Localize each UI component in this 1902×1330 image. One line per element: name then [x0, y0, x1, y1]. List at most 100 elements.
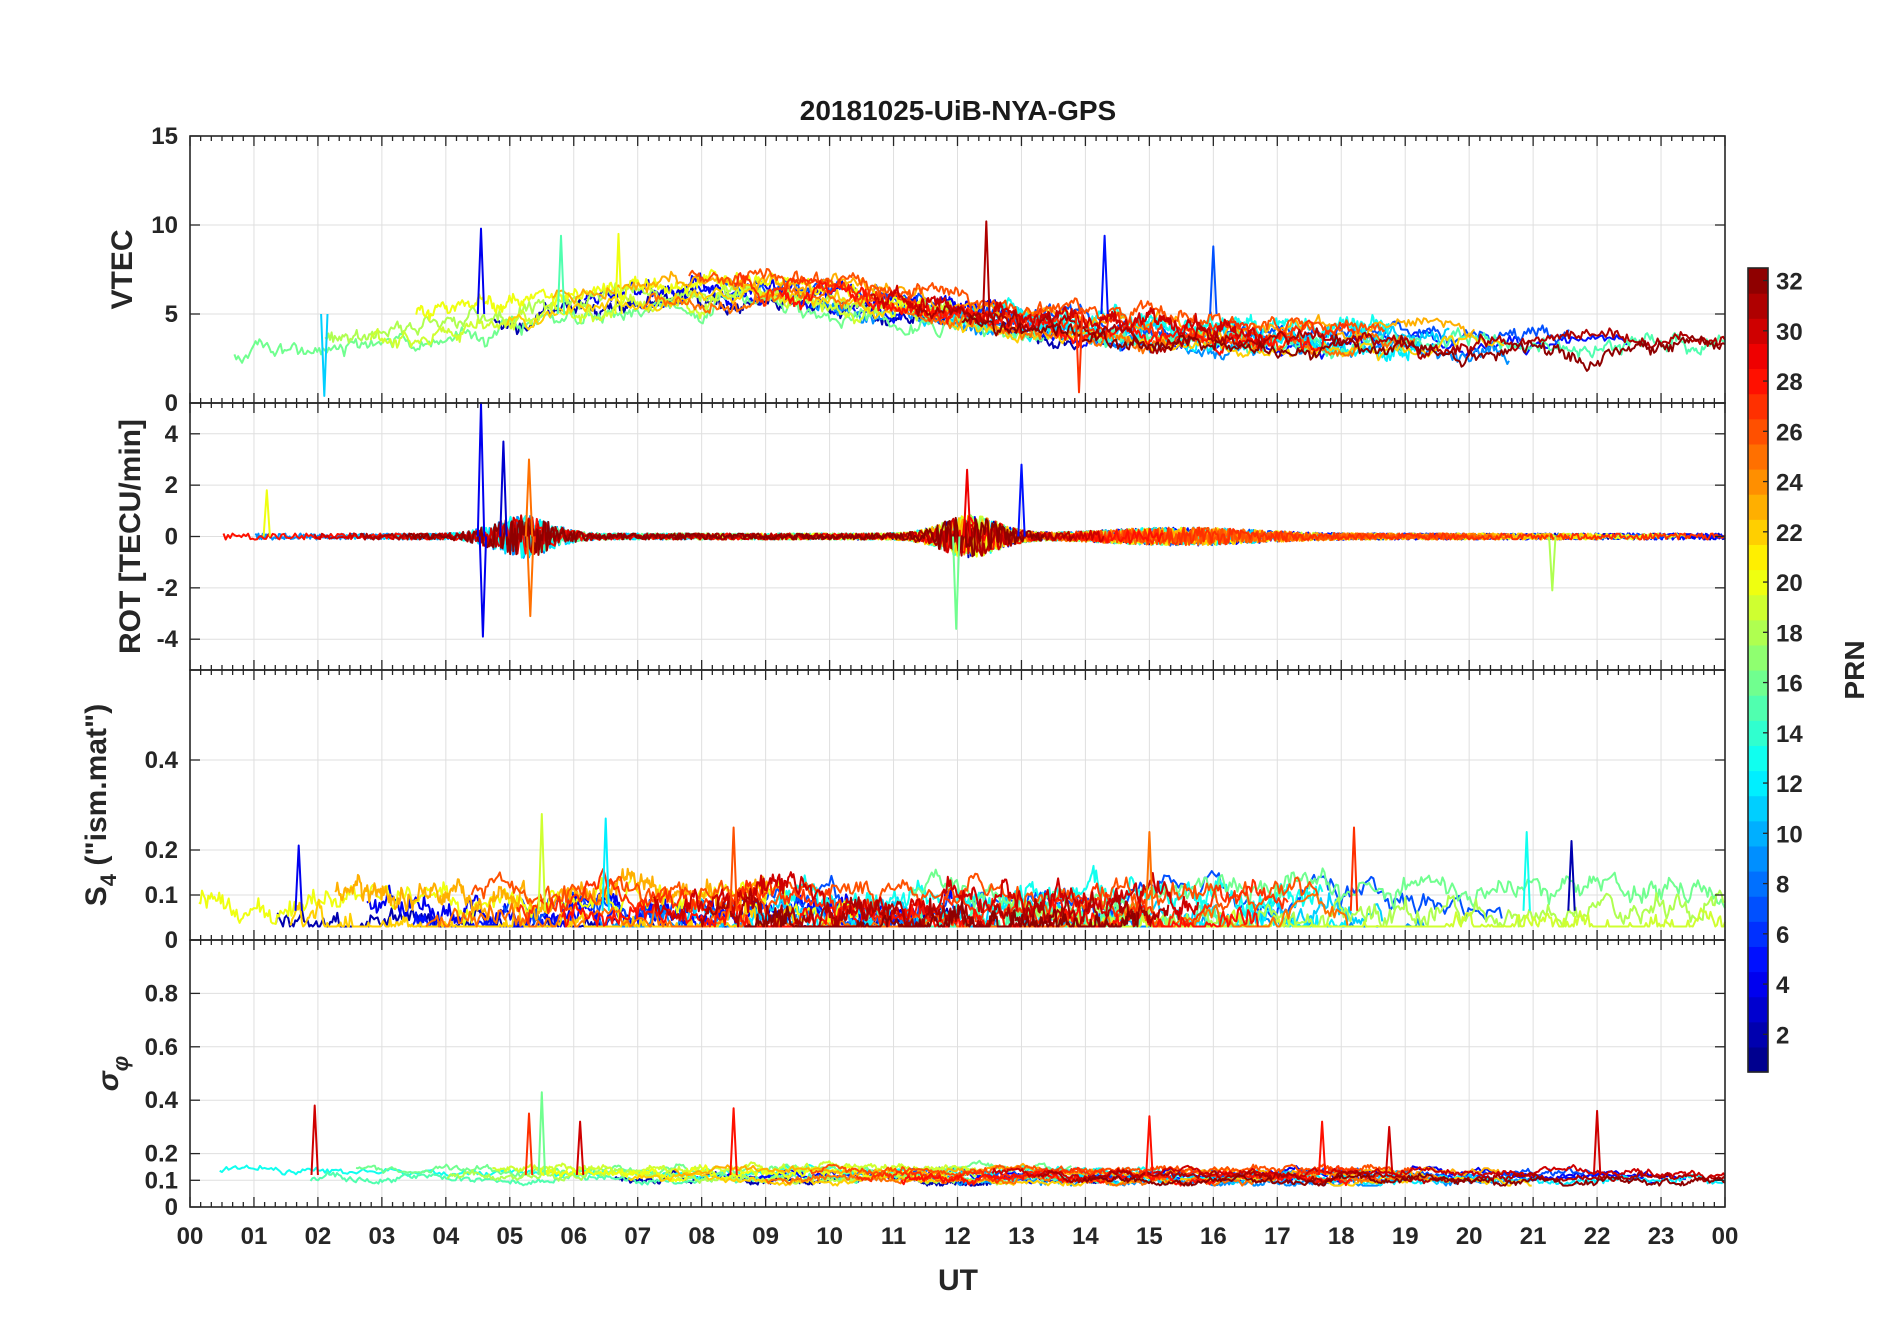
colorbar-tick-label: 14	[1776, 721, 1803, 748]
x-tick-label: 07	[624, 1223, 651, 1250]
sigma-phi-tick-marks	[189, 940, 1726, 1208]
sigma-phi-panel: 00.10.2 0.4 0.6 0.8 σφ	[92, 939, 1726, 1221]
colorbar-color-cells	[1748, 268, 1768, 1073]
s4-feature-spike	[1522, 831, 1531, 911]
s4-feature-spike	[1349, 826, 1359, 911]
vtec-feature-spike	[1074, 313, 1084, 394]
vtec-series-prn-31	[915, 305, 1726, 360]
colorbar-tick-label: 12	[1776, 771, 1803, 798]
x-tick-label: 04	[432, 1223, 459, 1250]
colorbar-cell-prn-7	[1748, 896, 1768, 922]
sigphi-feature-spike	[537, 1091, 546, 1176]
s4-feature-spike	[1567, 840, 1576, 911]
vtec-feature-spike	[1209, 245, 1218, 315]
vtec-series-group	[233, 220, 1726, 397]
rot-y-tick-label: 2	[165, 472, 178, 499]
s4-feature-spike	[1145, 831, 1154, 911]
colorbar-cell-prn-1	[1748, 1046, 1768, 1073]
rot-y-tick-label: -2	[157, 575, 178, 602]
rot-feature-spike	[952, 536, 961, 630]
colorbar-cell-prn-13	[1748, 745, 1768, 772]
colorbar-cell-prn-6	[1748, 921, 1768, 947]
rot-series-prn-32	[404, 515, 1045, 558]
vtec-y-tick-label: 5	[165, 301, 178, 328]
colorbar-tick-label: 16	[1776, 671, 1803, 698]
colorbar-cell-prn-16	[1748, 670, 1768, 696]
x-axis-label: UT	[938, 1264, 978, 1297]
rot-feature-spike	[478, 536, 488, 638]
colorbar-cell-prn-15	[1748, 695, 1768, 721]
sigphi-series-prn-22	[628, 1171, 1532, 1187]
rot-y-tick-label: 0	[165, 524, 178, 551]
vtec-feature-spike	[1100, 234, 1109, 315]
rot-y-tick-label: 4	[165, 421, 179, 448]
colorbar-cell-prn-5	[1748, 946, 1768, 973]
vtec-y-tick-label: 10	[151, 212, 178, 239]
s4-tick-marks	[189, 670, 1726, 941]
colorbar-cell-prn-2	[1748, 1021, 1768, 1048]
sigma-phi-y-axis-label: σφ	[92, 1056, 133, 1091]
x-axis-tick-labels: 00 01 02 03 04 05 06 07 08 09 10 11 12 13 14 15 16 17 18 19…	[177, 1223, 1739, 1250]
vtec-feature-spike	[982, 220, 991, 315]
sigphi-feature-spike	[524, 1112, 534, 1176]
x-tick-label: 15	[1136, 1223, 1163, 1250]
rot-y-tick-labels: -4 -2 0 2 4	[157, 421, 179, 653]
sigphi-y-tick-label: 0.6	[145, 1034, 178, 1061]
sigphi-series-prn-32	[1082, 1172, 1726, 1187]
x-tick-label: 01	[241, 1223, 268, 1250]
vtec-series-prn-32	[961, 315, 1726, 372]
chart-title: 20181025-UiB-NYA-GPS	[800, 95, 1116, 126]
colorbar-cell-prn-27	[1748, 393, 1768, 420]
rot-feature-spike	[1548, 536, 1557, 592]
rot-y-tick-label: -4	[157, 626, 179, 653]
x-tick-label: 16	[1200, 1223, 1227, 1250]
colorbar-cell-prn-11	[1748, 795, 1768, 822]
x-tick-label: 03	[369, 1223, 396, 1250]
s4-y-axis-label-main: S	[80, 886, 113, 906]
colorbar-cell-prn-24	[1748, 469, 1768, 495]
colorbar-cell-prn-19	[1748, 594, 1768, 621]
vtec-series-prn-16	[233, 290, 1045, 364]
sigphi-y-tick-label: 0	[165, 1194, 178, 1221]
x-tick-label: 18	[1328, 1223, 1355, 1250]
colorbar-tick-label: 32	[1776, 269, 1803, 296]
x-tick-label: 06	[560, 1223, 587, 1250]
rot-feature-spike	[1017, 463, 1026, 537]
colorbar-cell-prn-29	[1748, 343, 1768, 370]
vtec-series-prn-19	[369, 282, 955, 349]
vtec-tick-marks	[189, 135, 1726, 404]
colorbar-tick-label: 10	[1776, 821, 1803, 848]
rot-feature-spike	[524, 458, 534, 537]
colorbar-cell-prn-14	[1748, 720, 1768, 746]
sigma-phi-y-axis-label-main: σ	[92, 1070, 125, 1091]
colorbar-tick-label: 24	[1776, 470, 1803, 497]
vtec-feature-spike	[614, 232, 623, 315]
colorbar-cell-prn-20	[1748, 569, 1768, 596]
rot-feature-spike	[262, 489, 271, 537]
x-tick-label: 05	[496, 1223, 523, 1250]
colorbar-tick-label: 28	[1776, 369, 1803, 396]
x-tick-label: 10	[816, 1223, 843, 1250]
vtec-y-axis-label: VTEC	[106, 229, 139, 309]
s4-y-tick-label: 0.2	[145, 837, 178, 864]
colorbar-label: PRN	[1839, 640, 1870, 699]
rot-y-axis-label: ROT [TECU/min]	[114, 419, 147, 654]
s4-feature-spike	[729, 826, 738, 911]
rot-tick-marks	[189, 403, 1726, 670]
s4-series-prn-32	[744, 901, 1140, 928]
rot-feature-spike	[499, 440, 508, 537]
colorbar-cell-prn-4	[1748, 971, 1768, 998]
x-tick-label: 09	[752, 1223, 779, 1250]
colorbar-tick-label: 2	[1776, 1022, 1789, 1049]
sigphi-y-tick-label: 0.1	[145, 1167, 178, 1194]
colorbar-tick-label: 4	[1776, 972, 1790, 999]
colorbar-cell-prn-21	[1748, 544, 1768, 571]
sigphi-feature-spike	[575, 1120, 585, 1176]
colorbar-cell-prn-23	[1748, 494, 1768, 520]
colorbar-tick-label: 18	[1776, 620, 1803, 647]
x-tick-label: 22	[1584, 1223, 1611, 1250]
x-tick-label: 23	[1648, 1223, 1675, 1250]
colorbar-tick-label: 6	[1776, 922, 1789, 949]
colorbar-tick-label: 22	[1776, 520, 1803, 547]
